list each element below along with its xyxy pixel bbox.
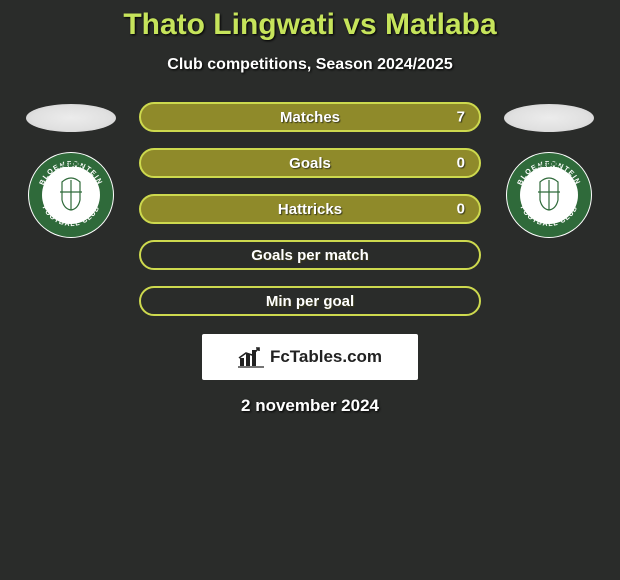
player-left-column: BLOEMFONTEIN FOOTBALL CLUB CELTIC [21,102,121,238]
player-right-club-badge: BLOEMFONTEIN FOOTBALL CLUB CELTIC [506,152,592,238]
stat-label: Min per goal [266,293,354,310]
stat-label: Goals [289,155,331,172]
club-crest-icon: BLOEMFONTEIN FOOTBALL CLUB CELTIC [506,152,592,238]
stat-label: Hattricks [278,201,342,218]
bar-chart-icon [238,346,264,368]
comparison-card: Thato Lingwati vs Matlaba Club competiti… [0,0,620,416]
stat-bar: Goals 0 [139,148,481,178]
branding-box[interactable]: FcTables.com [202,334,418,380]
main-area: BLOEMFONTEIN FOOTBALL CLUB CELTIC Matche… [0,102,620,316]
player-left-avatar-placeholder [26,104,116,132]
svg-text:CELTIC: CELTIC [537,162,562,169]
svg-text:CELTIC: CELTIC [59,162,84,169]
branding-text: FcTables.com [270,347,382,367]
page-title: Thato Lingwati vs Matlaba [123,8,496,42]
stats-column: Matches 7 Goals 0 Hattricks 0 Goals per match M… [139,102,481,316]
stat-label: Matches [280,109,340,126]
stat-value: 7 [457,109,465,126]
player-right-avatar-placeholder [504,104,594,132]
subtitle: Club competitions, Season 2024/2025 [167,56,452,74]
stat-label: Goals per match [251,247,369,264]
date-line: 2 november 2024 [241,396,379,416]
player-right-column: BLOEMFONTEIN FOOTBALL CLUB CELTIC [499,102,599,238]
stat-value: 0 [457,201,465,218]
stat-bar: Hattricks 0 [139,194,481,224]
player-left-club-badge: BLOEMFONTEIN FOOTBALL CLUB CELTIC [28,152,114,238]
club-crest-icon: BLOEMFONTEIN FOOTBALL CLUB CELTIC [28,152,114,238]
stat-value: 0 [457,155,465,172]
stat-bar: Matches 7 [139,102,481,132]
stat-bar: Goals per match [139,240,481,270]
stat-bar: Min per goal [139,286,481,316]
